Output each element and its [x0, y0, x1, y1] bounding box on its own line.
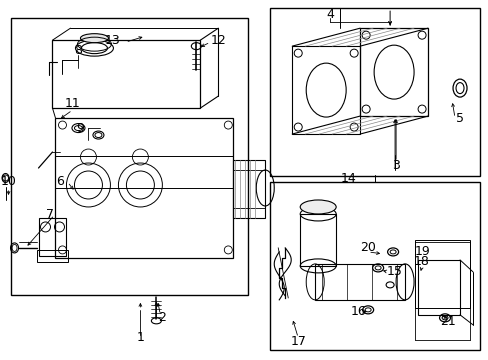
- Text: 5: 5: [455, 112, 463, 125]
- Text: 8: 8: [74, 44, 82, 57]
- Text: 16: 16: [349, 305, 366, 318]
- Bar: [37, 250, 68, 262]
- Text: 9: 9: [76, 122, 84, 135]
- Bar: [11, 18, 248, 295]
- Bar: [315, 264, 404, 300]
- Text: 19: 19: [413, 246, 429, 258]
- Text: 21: 21: [439, 315, 455, 328]
- Bar: [55, 118, 233, 258]
- Text: 18: 18: [413, 255, 429, 269]
- Bar: [233, 160, 264, 218]
- Text: 1: 1: [136, 331, 144, 344]
- Text: 3: 3: [391, 158, 399, 171]
- Bar: [417, 260, 459, 315]
- Bar: [52, 40, 200, 108]
- Text: 4: 4: [325, 8, 333, 21]
- Bar: [292, 46, 359, 134]
- Text: 12: 12: [210, 33, 226, 47]
- Text: 2: 2: [158, 311, 166, 324]
- Bar: [359, 28, 427, 116]
- Bar: [270, 182, 479, 350]
- Text: 20: 20: [360, 242, 375, 255]
- Text: 17: 17: [290, 335, 305, 348]
- Text: 11: 11: [64, 96, 80, 109]
- Text: 15: 15: [386, 265, 402, 278]
- Bar: [270, 8, 479, 176]
- Ellipse shape: [300, 200, 335, 214]
- Bar: [414, 240, 469, 308]
- Text: 6: 6: [57, 175, 64, 189]
- Text: 13: 13: [104, 33, 120, 47]
- Bar: [39, 218, 66, 256]
- Text: 7: 7: [46, 208, 54, 221]
- Bar: [300, 214, 335, 266]
- Text: 14: 14: [340, 171, 355, 185]
- Text: 10: 10: [0, 175, 17, 189]
- Ellipse shape: [81, 34, 108, 42]
